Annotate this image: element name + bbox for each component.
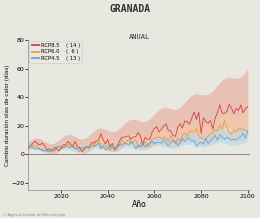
Text: GRANADA: GRANADA <box>109 4 151 14</box>
Text: © Agencia Estatal de Meteorología: © Agencia Estatal de Meteorología <box>3 213 65 217</box>
Title: ANUAL: ANUAL <box>129 34 150 40</box>
X-axis label: Año: Año <box>132 201 147 209</box>
Y-axis label: Cambio duración olas de calor (días): Cambio duración olas de calor (días) <box>4 64 10 166</box>
Legend: RCP8.5    ( 14 ), RCP6.0    (  6 ), RCP4.5    ( 13 ): RCP8.5 ( 14 ), RCP6.0 ( 6 ), RCP4.5 ( 13… <box>29 41 82 63</box>
